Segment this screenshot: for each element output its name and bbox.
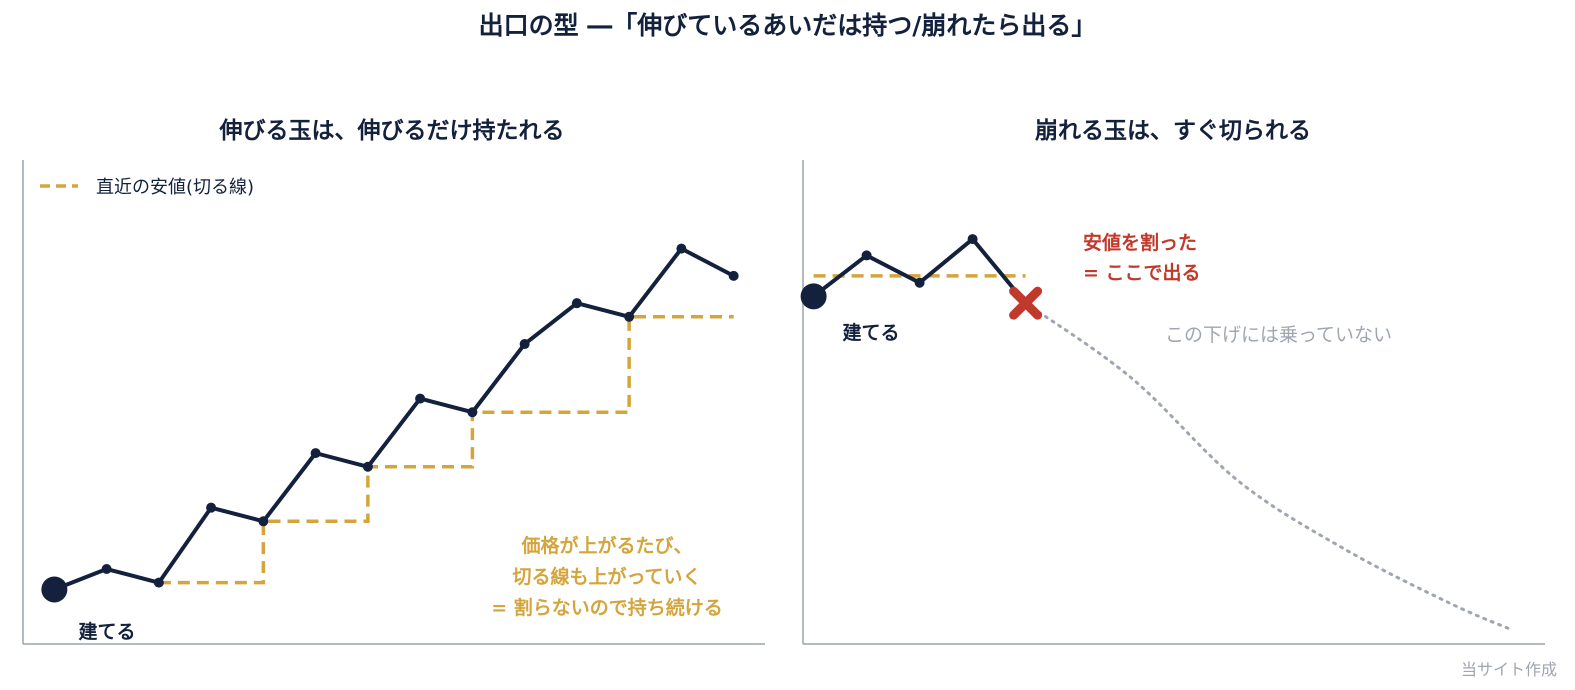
left-note-line-2: 切る線も上がっていく	[512, 565, 701, 588]
left-note-line-1: 価格が上がるたび、	[520, 534, 692, 557]
price-point	[101, 564, 112, 575]
entry-point	[41, 576, 68, 603]
price-point	[310, 448, 321, 459]
price-point	[153, 577, 164, 588]
price-point	[676, 243, 687, 254]
price-point	[728, 270, 739, 281]
legend: 直近の安値(切る線)	[40, 177, 254, 198]
exit-marker	[1009, 286, 1043, 320]
price-point	[467, 407, 478, 418]
source-footer: 当サイト作成	[1460, 660, 1557, 679]
price-point	[362, 461, 373, 472]
exit-marker-stroke	[1009, 286, 1043, 320]
after-exit-line	[1024, 301, 1515, 632]
price-point	[571, 298, 582, 309]
price-point	[519, 339, 530, 350]
right-panel: 崩れる玉は、すぐ切られる 建てる 安値を割った = ここで出る この下げには乗っ…	[800, 118, 1545, 645]
price-point	[861, 250, 872, 261]
price-line	[53, 246, 735, 592]
price-line	[812, 237, 1028, 305]
left-panel-title: 伸びる玉は、伸びるだけ持たれる	[219, 118, 565, 144]
left-panel: 伸びる玉は、伸びるだけ持たれる 直近の安値(切る線) 建てる 価格が上がるたび、…	[22, 118, 765, 645]
left-entry-label: 建てる	[78, 620, 135, 643]
price-point	[914, 277, 925, 288]
price-point	[258, 516, 269, 527]
main-title: 出口の型 ―「伸びているあいだは持つ/崩れたら出る」	[478, 11, 1097, 40]
price-point	[624, 311, 635, 322]
stop-line	[158, 315, 734, 585]
exit-line-2: = ここで出る	[1083, 261, 1201, 284]
ghost-label: この下げには乗っていない	[1165, 324, 1392, 346]
exit-line-1: 安値を割った	[1083, 231, 1197, 254]
right-panel-title: 崩れる玉は、すぐ切られる	[1035, 118, 1311, 144]
left-note-line-3: = 割らないので持ち続ける	[491, 596, 723, 619]
entry-point	[800, 283, 827, 310]
right-entry-label: 建てる	[842, 321, 899, 344]
legend-stop-label: 直近の安値(切る線)	[96, 177, 254, 198]
price-point	[967, 234, 978, 245]
price-point	[415, 393, 426, 404]
price-point	[206, 502, 217, 513]
